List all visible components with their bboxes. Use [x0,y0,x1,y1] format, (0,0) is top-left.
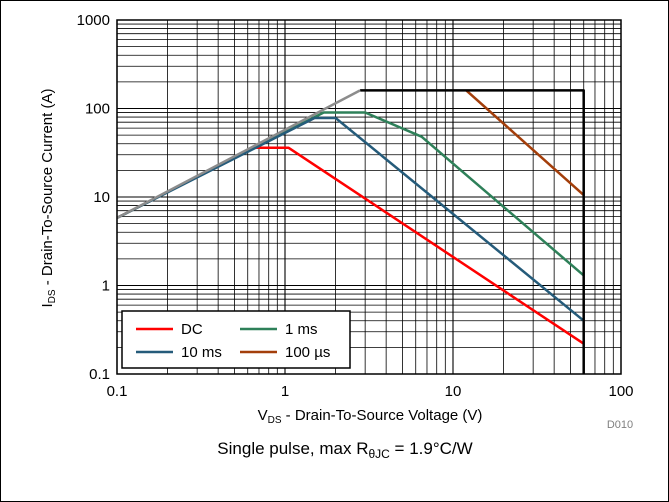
series-line-100-s [465,89,585,197]
series-line-limit-4 [360,89,585,374]
y-axis-label: IDS - Drain-To-Source Current (A) [39,89,58,308]
x-tick-label: 1 [281,383,289,400]
legend-label-dc: DC [181,321,203,338]
series-line-limit-5 [116,89,361,220]
x-tick-label: 10 [445,383,462,400]
y-tick-label: 1 [102,278,110,295]
y-tick-label: 1000 [77,12,110,29]
y-tick-label: 100 [85,101,110,118]
chart-caption: Single pulse, max RθJC = 1.9°C/W [217,439,472,461]
legend: DC 1 ms 10 ms 100 µs [121,310,351,369]
series-lines [116,89,585,374]
y-tick-label: 10 [93,189,110,206]
legend-label-100us: 100 µs [285,344,330,361]
x-tick-label: 0.1 [107,383,128,400]
figure-code: D010 [607,419,633,431]
tick-labels: 0.1 1 10 100 0.1 1 10 100 1000 [77,12,634,400]
legend-label-10ms: 10 ms [181,344,222,361]
x-axis-label: VDS - Drain-To-Source Voltage (V) [258,407,483,426]
series-line-1-ms [116,111,585,277]
x-tick-label: 100 [608,383,633,400]
legend-label-1ms: 1 ms [285,321,318,338]
legend-box [121,310,351,369]
series-line-10-ms [116,116,585,322]
y-tick-label: 0.1 [89,366,110,383]
plot-border [116,19,622,375]
